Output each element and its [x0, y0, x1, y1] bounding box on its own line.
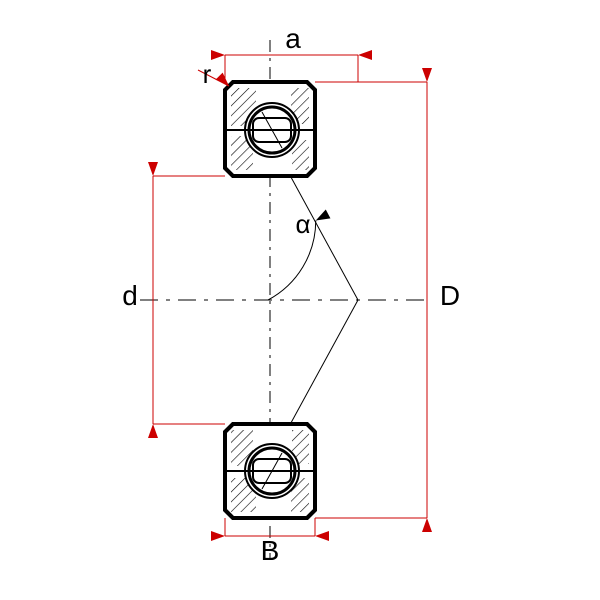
label-r: r [203, 59, 212, 89]
bearing-diagram: a r α d D B [0, 0, 600, 600]
label-d: d [122, 280, 138, 311]
label-alpha: α [295, 209, 310, 239]
label-B: B [261, 535, 280, 566]
label-D: D [440, 280, 460, 311]
label-a: a [285, 23, 301, 54]
